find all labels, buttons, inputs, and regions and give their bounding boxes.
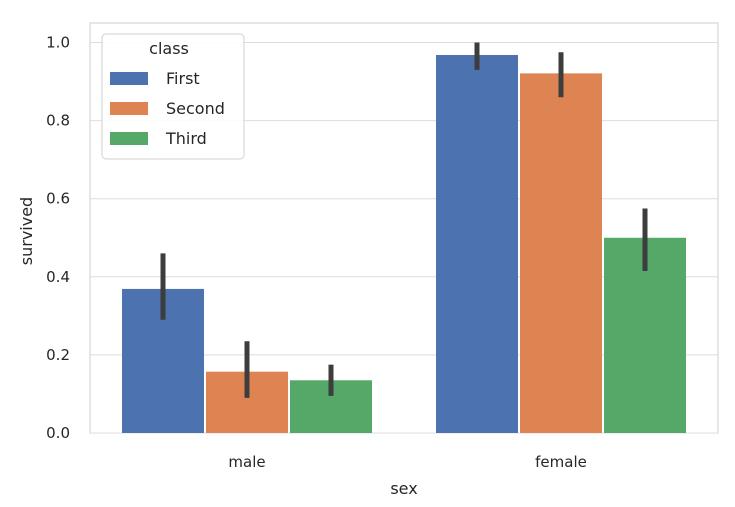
legend-label-second: Second [166, 99, 225, 118]
y-tick-label: 0.2 [46, 346, 70, 364]
y-tick-label: 0.8 [46, 112, 70, 130]
legend-swatch-first [110, 72, 148, 85]
legend-label-third: Third [165, 129, 207, 148]
y-tick-label: 1.0 [46, 34, 70, 52]
y-tick-label: 0.0 [46, 424, 70, 442]
legend-swatch-second [110, 102, 148, 115]
legend: class First Second Third [101, 33, 245, 160]
x-axis-label: sex [390, 479, 417, 498]
legend-title: class [149, 39, 189, 58]
y-axis-label: survived [17, 197, 36, 265]
legend-box [101, 33, 245, 160]
legend-swatch-third [110, 132, 148, 145]
legend-label-first: First [166, 69, 200, 88]
bar-second-female [520, 73, 602, 433]
y-tick-label: 0.6 [46, 190, 70, 208]
x-tick-label: female [535, 453, 587, 471]
x-tick-label: male [228, 453, 265, 471]
bar-first-female [436, 55, 518, 434]
y-tick-label: 0.4 [46, 268, 70, 286]
